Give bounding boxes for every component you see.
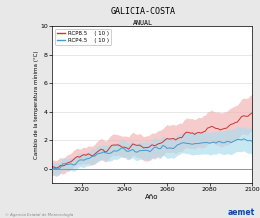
X-axis label: Año: Año [145,194,159,200]
Legend: RCP8.5    ( 10 ), RCP4.5    ( 10 ): RCP8.5 ( 10 ), RCP4.5 ( 10 ) [55,29,111,45]
Text: GALICIA-COSTA: GALICIA-COSTA [110,7,176,15]
Text: aemet: aemet [228,208,255,217]
Text: ANUAL: ANUAL [133,20,153,26]
Y-axis label: Cambio de la temperatura mínima (°C): Cambio de la temperatura mínima (°C) [33,50,39,159]
Text: © Agencia Estatal de Meteorología: © Agencia Estatal de Meteorología [5,213,74,217]
